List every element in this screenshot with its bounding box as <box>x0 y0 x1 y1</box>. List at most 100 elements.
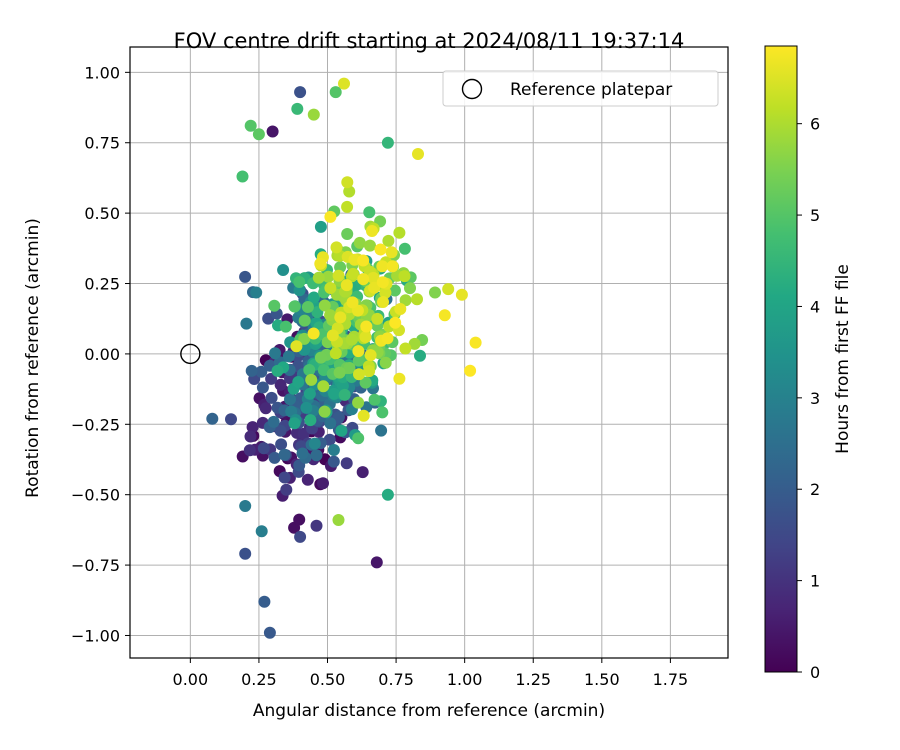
scatter-point <box>411 293 423 306</box>
scatter-point <box>381 488 394 501</box>
scatter-point <box>290 340 303 353</box>
scatter-point <box>343 185 356 198</box>
legend-box <box>442 70 719 107</box>
scatter-point <box>343 362 356 374</box>
scatter-point <box>394 303 407 315</box>
scatter-point <box>293 513 306 526</box>
scatter-point <box>225 413 237 426</box>
scatter-point <box>347 267 359 280</box>
scatter-point <box>324 210 337 223</box>
scatter-point <box>239 500 252 512</box>
scatter-point <box>335 424 348 437</box>
scatter-point <box>257 442 270 455</box>
scatter-point <box>382 234 395 247</box>
scatter-point <box>375 424 388 437</box>
scatter-point <box>307 327 320 340</box>
scatter-point <box>374 243 387 256</box>
scatter-point <box>379 356 392 369</box>
scatter-point <box>398 270 411 283</box>
scatter-point <box>244 119 257 132</box>
y-tick-label: 0.75 <box>84 134 120 153</box>
x-tick-label: 0.50 <box>310 670 346 689</box>
scatter-point <box>305 373 318 386</box>
scatter-point <box>250 286 263 299</box>
scatter-point <box>408 337 421 350</box>
scatter-point <box>282 350 295 363</box>
scatter-point <box>280 483 293 496</box>
scatter-point <box>332 269 345 282</box>
scatter-point <box>239 270 252 283</box>
scatter-point <box>322 270 335 283</box>
scatter-point <box>303 364 316 376</box>
scatter-point <box>345 333 358 346</box>
scatter-point <box>398 242 411 255</box>
scatter-point <box>324 417 337 430</box>
scatter-point <box>271 364 284 377</box>
y-tick-label: 0.00 <box>84 345 120 364</box>
scatter-point <box>310 449 323 462</box>
scatter-point <box>363 206 376 219</box>
scatter-point <box>279 320 292 333</box>
colorbar-tick-label: 4 <box>810 297 820 316</box>
colorbar-gradient <box>764 45 798 673</box>
scatter-point <box>277 264 290 276</box>
scatter-point <box>245 364 258 377</box>
scatter-point <box>307 291 320 304</box>
scatter-point <box>268 299 281 312</box>
scatter-point <box>298 332 311 345</box>
scatter-point <box>255 525 268 538</box>
scatter-point <box>284 393 296 406</box>
scatter-point <box>379 286 392 299</box>
scatter-point <box>388 284 401 297</box>
scatter-point <box>357 409 370 422</box>
scatter-point <box>324 309 337 322</box>
scatter-point <box>356 466 369 479</box>
scatter-point <box>206 412 219 425</box>
grid <box>130 47 728 658</box>
scatter-point <box>240 317 253 330</box>
scatter-point <box>252 128 265 141</box>
scatter-point <box>377 296 389 308</box>
scatter-point <box>323 433 336 446</box>
scatter-point <box>332 411 345 423</box>
scatter-point <box>348 253 361 266</box>
scatter-point <box>243 444 256 457</box>
scatter-point <box>236 170 249 183</box>
scatter-point <box>268 451 281 464</box>
scatter-point <box>376 276 389 289</box>
y-tick-label: 0.25 <box>84 275 120 294</box>
scatter-point <box>368 393 381 406</box>
scatter-point <box>317 380 330 393</box>
scatter-point <box>360 320 373 333</box>
scatter-point <box>274 378 287 391</box>
scatter-point <box>263 626 276 639</box>
scatter-point <box>275 438 288 451</box>
scatter-point <box>370 556 383 569</box>
scatter-point <box>293 276 306 288</box>
scatter-point <box>381 136 394 149</box>
scatter-point <box>364 239 376 252</box>
scatter-point <box>386 260 399 273</box>
scatter-point <box>300 401 313 414</box>
colorbar-ticks: 0 1 2 3 4 5 6 <box>797 115 820 682</box>
y-tick-label: 1.00 <box>84 63 120 82</box>
scatter-point <box>314 257 327 270</box>
scatter-point <box>307 108 320 121</box>
scatter-point <box>269 347 282 360</box>
scatter-point <box>338 388 351 401</box>
scatter-point <box>364 349 377 362</box>
scatter-point <box>258 595 271 608</box>
colorbar-title: Hours from first FF file <box>833 264 853 454</box>
scatter-point <box>341 176 354 189</box>
scatter-point <box>352 432 365 445</box>
scatter-point <box>288 300 301 313</box>
legend: Reference platepar <box>442 70 719 107</box>
scatter-point <box>340 457 353 470</box>
colorbar-tick-label: 0 <box>810 663 820 682</box>
scatter-point <box>352 354 365 367</box>
scatter-point <box>278 471 291 484</box>
scatter-point <box>334 311 347 324</box>
x-tick-label: 1.50 <box>584 670 620 689</box>
x-tick-label: 1.00 <box>447 670 483 689</box>
